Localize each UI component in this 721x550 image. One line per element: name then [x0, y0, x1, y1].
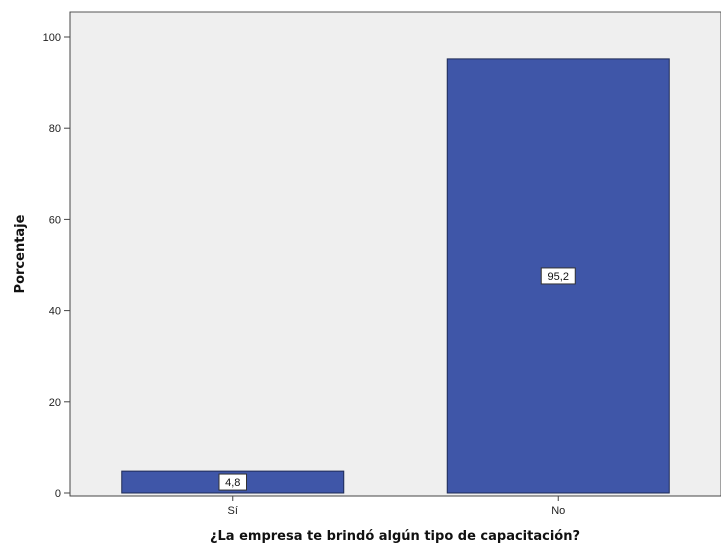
data-label-box [540, 267, 576, 285]
x-tick-label: No [551, 505, 565, 517]
x-tick-label: Sí [228, 505, 238, 517]
y-tick-label: 80 [49, 123, 61, 135]
x-axis-title: ¿La empresa te brindó algún tipo de capa… [210, 529, 580, 544]
y-tick-label: 60 [49, 214, 61, 226]
y-axis-title: Porcentaje [13, 214, 28, 293]
y-tick-label: 100 [43, 32, 61, 44]
y-axis-ticks: 0 20 40 60 80 100 [43, 32, 70, 500]
y-tick-label: 20 [49, 397, 61, 409]
y-tick-label: 40 [49, 306, 61, 318]
bars: 4,8 95,2 [121, 58, 670, 494]
x-axis-ticks: Sí No [228, 496, 565, 517]
data-label: 4,8 [225, 477, 240, 489]
data-label-box [218, 473, 247, 491]
y-tick-label: 0 [55, 488, 61, 500]
data-label: 95,2 [548, 271, 569, 283]
